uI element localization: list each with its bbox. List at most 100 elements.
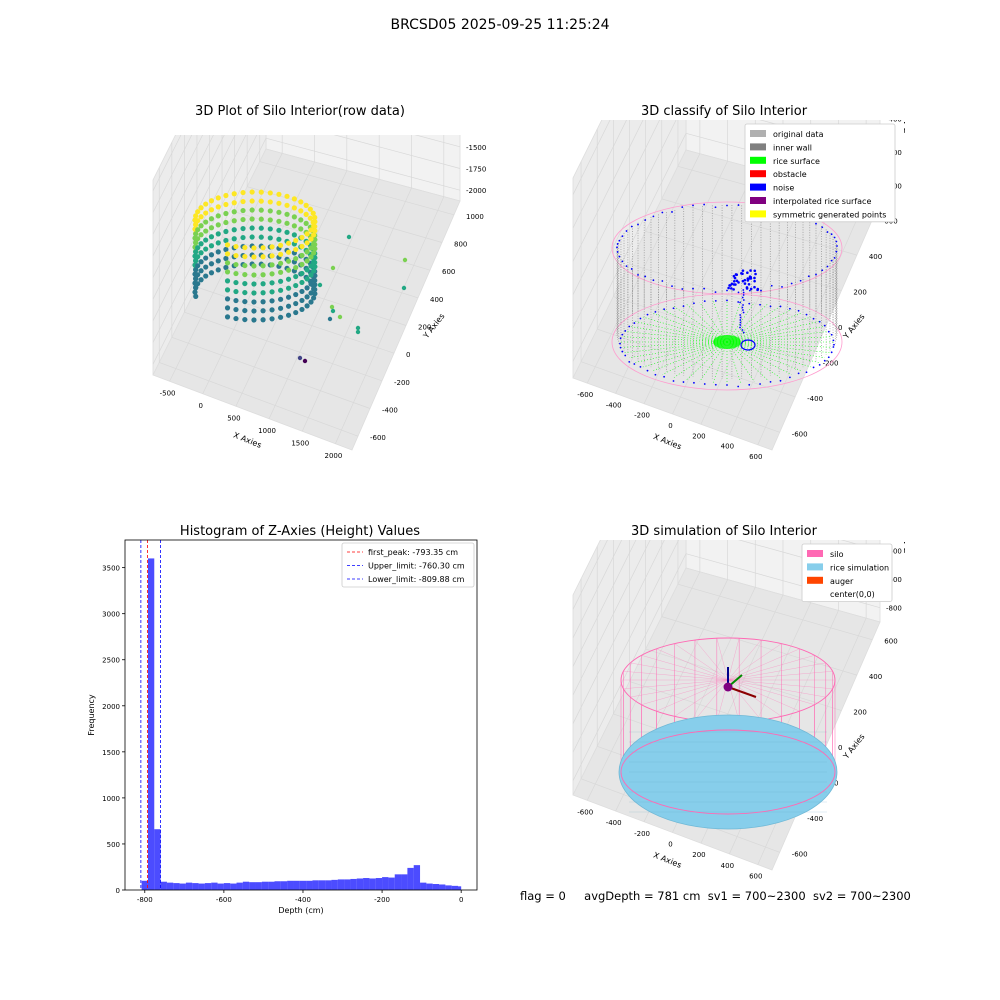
- y-tick-label: 600: [884, 638, 897, 646]
- noise-point: [823, 324, 826, 327]
- histogram-bar: [325, 880, 332, 890]
- noise-ring: [740, 339, 756, 351]
- raw-point: [312, 255, 318, 261]
- z-tick-label: -400: [886, 548, 902, 556]
- x-tick-label: 2000: [325, 452, 343, 460]
- grid-line: [572, 540, 665, 724]
- raw-point: [203, 273, 209, 279]
- noise-point: [703, 203, 706, 206]
- rice-surface-ray: [726, 303, 768, 343]
- raw-point: [231, 191, 237, 197]
- z-tick-label: -800: [886, 605, 902, 613]
- raw-point: [208, 261, 215, 267]
- noise-point: [737, 291, 740, 294]
- grid-line: [152, 135, 203, 235]
- noise-trail-point: [742, 289, 745, 291]
- rice-surface-ray: [624, 331, 728, 343]
- raw-point: [208, 225, 215, 231]
- y-axis-label: Y Axies: [841, 312, 867, 341]
- silo-top-spoke: [641, 655, 729, 681]
- x-axis-label: X Axies: [652, 850, 683, 869]
- raw-point: [312, 214, 318, 221]
- rice-surface-ray: [726, 312, 803, 343]
- raw-point: [195, 254, 201, 260]
- noise-cluster-point: [732, 274, 736, 278]
- grid-line: [152, 135, 247, 321]
- raw-point: [223, 219, 229, 226]
- histogram-bar: [223, 883, 231, 890]
- legend-frame: [744, 123, 896, 223]
- raw-point: [312, 237, 318, 243]
- raw-point: [195, 227, 201, 233]
- raw-point: [308, 236, 314, 242]
- legend-swatch: [750, 143, 766, 151]
- noise-point: [835, 240, 838, 243]
- panel-classify-title: 3D classify of Silo Interior: [640, 104, 808, 119]
- rice-surface-center: [713, 335, 741, 349]
- histogram-bar: [394, 874, 402, 890]
- noise-point: [807, 275, 810, 278]
- raw-point: [299, 234, 305, 241]
- histogram-bar: [261, 881, 269, 890]
- noise-point: [652, 215, 655, 218]
- histogram-bar: [230, 883, 237, 890]
- noise-cluster-point: [737, 281, 740, 284]
- raw-point: [293, 291, 299, 298]
- raw-point: [242, 307, 248, 314]
- raw-point: [260, 272, 266, 278]
- histogram-bar: [173, 883, 180, 890]
- noise-point: [827, 330, 830, 333]
- raw-point: [276, 191, 282, 197]
- noise-point: [826, 231, 829, 233]
- noise-point: [818, 320, 821, 323]
- raw-point: [269, 307, 275, 313]
- noise-point: [621, 350, 624, 353]
- noise-point: [637, 223, 639, 226]
- noise-point: [769, 305, 772, 308]
- raw-point: [311, 277, 317, 283]
- histogram-bar: [293, 880, 300, 890]
- raw-point: [231, 200, 237, 206]
- raw-point: [303, 211, 309, 217]
- histogram-bar: [236, 882, 243, 890]
- noise-trail-point: [741, 306, 744, 309]
- raw-point: [240, 189, 246, 196]
- histogram-bar: [287, 880, 294, 890]
- silo-top-spoke: [727, 679, 782, 717]
- raw-point: [311, 268, 317, 274]
- z-axis-label: Z Axies (Depth): [903, 120, 905, 133]
- histogram-bar: [166, 882, 174, 890]
- raw-outlier-point: [337, 314, 343, 320]
- pane-floor: [152, 148, 461, 451]
- raw-point: [233, 270, 239, 277]
- z-axis-label: Z Axies (Depth): [903, 540, 905, 553]
- rice-surface-ray: [726, 341, 792, 375]
- histogram-bar: [363, 878, 370, 890]
- raw-point: [231, 227, 237, 233]
- legend-label: obstacle: [773, 170, 807, 179]
- noise-point: [661, 280, 664, 282]
- raw-point: [251, 290, 257, 296]
- y-tick-label: -600: [370, 434, 386, 442]
- raw-outlier-point: [401, 285, 407, 291]
- silo-top-spoke: [727, 679, 815, 705]
- raw-point: [293, 282, 299, 289]
- raw-point: [260, 317, 266, 323]
- raw-point: [291, 232, 297, 238]
- raw-point: [240, 234, 246, 241]
- raw-point: [308, 263, 314, 269]
- raw-point: [260, 281, 266, 287]
- raw-point: [269, 316, 275, 322]
- x-tick-label: -200: [634, 412, 650, 420]
- silo-top-spoke: [674, 643, 729, 681]
- raw-point: [198, 277, 204, 283]
- rice-surface-ray: [624, 341, 728, 353]
- x-tick-label: -600: [577, 808, 593, 816]
- rice-surface-ray: [726, 336, 833, 343]
- noise-point: [682, 381, 685, 383]
- x-tick-label: -600: [216, 896, 232, 904]
- figure-title: BRCSD05 2025-09-25 11:25:24: [390, 17, 610, 33]
- raw-point: [285, 312, 292, 318]
- histogram-bar: [388, 877, 395, 890]
- histogram-bar: [344, 879, 351, 890]
